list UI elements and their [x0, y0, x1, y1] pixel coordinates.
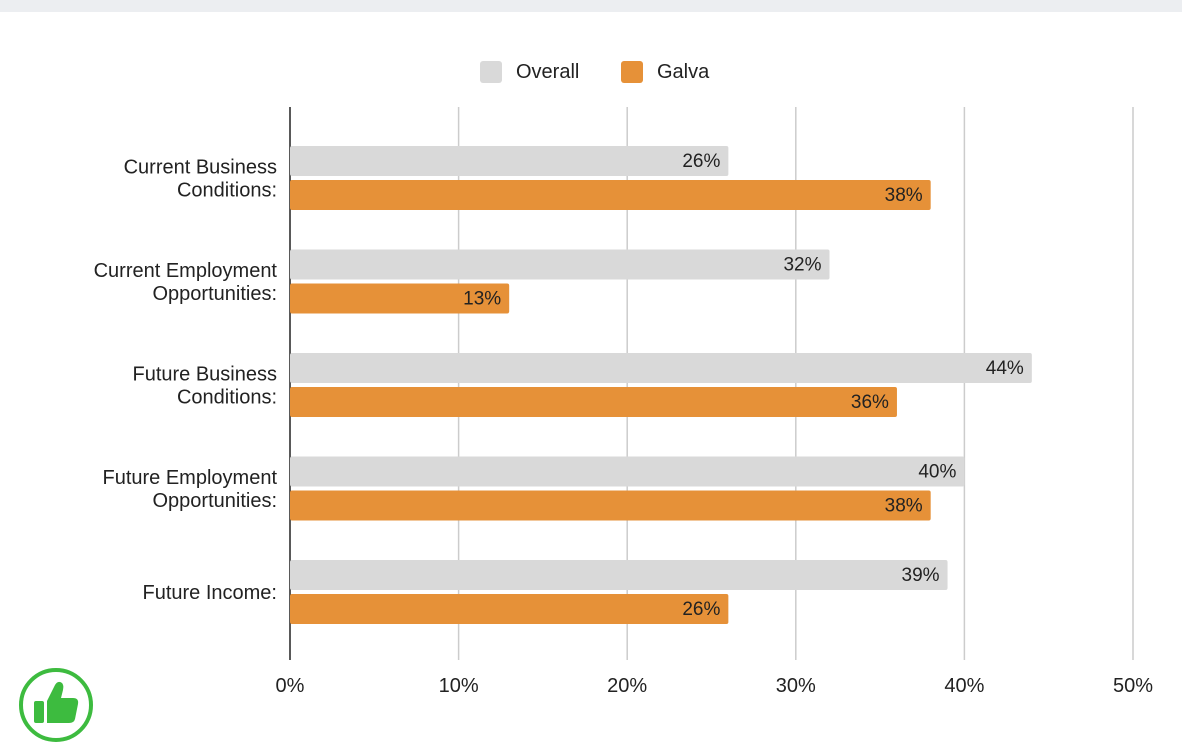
category-label: Future Income: — [142, 582, 277, 604]
x-tick-label: 0% — [276, 675, 305, 697]
legend-swatch-galva — [621, 61, 643, 83]
bar-galva — [290, 594, 729, 624]
data-label-overall: 44% — [986, 358, 1024, 379]
data-label-galva: 13% — [463, 289, 501, 310]
x-tick-label: 20% — [607, 675, 647, 697]
bar-galva — [290, 283, 510, 314]
bar-overall — [290, 146, 729, 176]
data-label-galva: 38% — [885, 496, 923, 517]
data-label-overall: 39% — [902, 565, 940, 586]
category-label: Current Business — [124, 157, 277, 179]
category-label: Opportunities: — [152, 283, 277, 305]
category-label: Opportunities: — [152, 490, 277, 512]
bar-galva — [290, 180, 931, 210]
legend-item-overall[interactable]: Overall — [480, 58, 579, 86]
category-label: Conditions: — [177, 387, 277, 409]
legend-swatch-overall — [480, 61, 502, 83]
top-bar — [0, 0, 1182, 12]
x-tick-label: 50% — [1113, 675, 1153, 697]
data-label-overall: 26% — [682, 151, 720, 172]
bar-galva — [290, 387, 897, 417]
bar-overall — [290, 456, 965, 487]
thumbs-up-icon — [19, 668, 93, 742]
category-label: Current Employment — [94, 260, 278, 282]
legend: Overall Galva — [0, 58, 1182, 86]
data-label-overall: 32% — [783, 255, 821, 276]
x-tick-label: 30% — [776, 675, 816, 697]
category-label: Future Business — [132, 364, 277, 386]
bar-galva — [290, 490, 931, 521]
data-label-galva: 36% — [851, 392, 889, 413]
category-label: Future Employment — [102, 467, 277, 489]
category-label: Conditions: — [177, 180, 277, 202]
data-label-overall: 40% — [918, 462, 956, 483]
legend-label-overall: Overall — [516, 60, 580, 83]
legend-label-galva: Galva — [657, 60, 710, 83]
bar-overall — [290, 249, 830, 280]
data-label-galva: 38% — [885, 185, 923, 206]
bar-overall — [290, 560, 948, 590]
x-tick-label: 40% — [944, 675, 984, 697]
bar-overall — [290, 353, 1032, 383]
data-label-galva: 26% — [682, 599, 720, 620]
x-tick-label: 10% — [439, 675, 479, 697]
legend-item-galva[interactable]: Galva — [621, 58, 709, 86]
